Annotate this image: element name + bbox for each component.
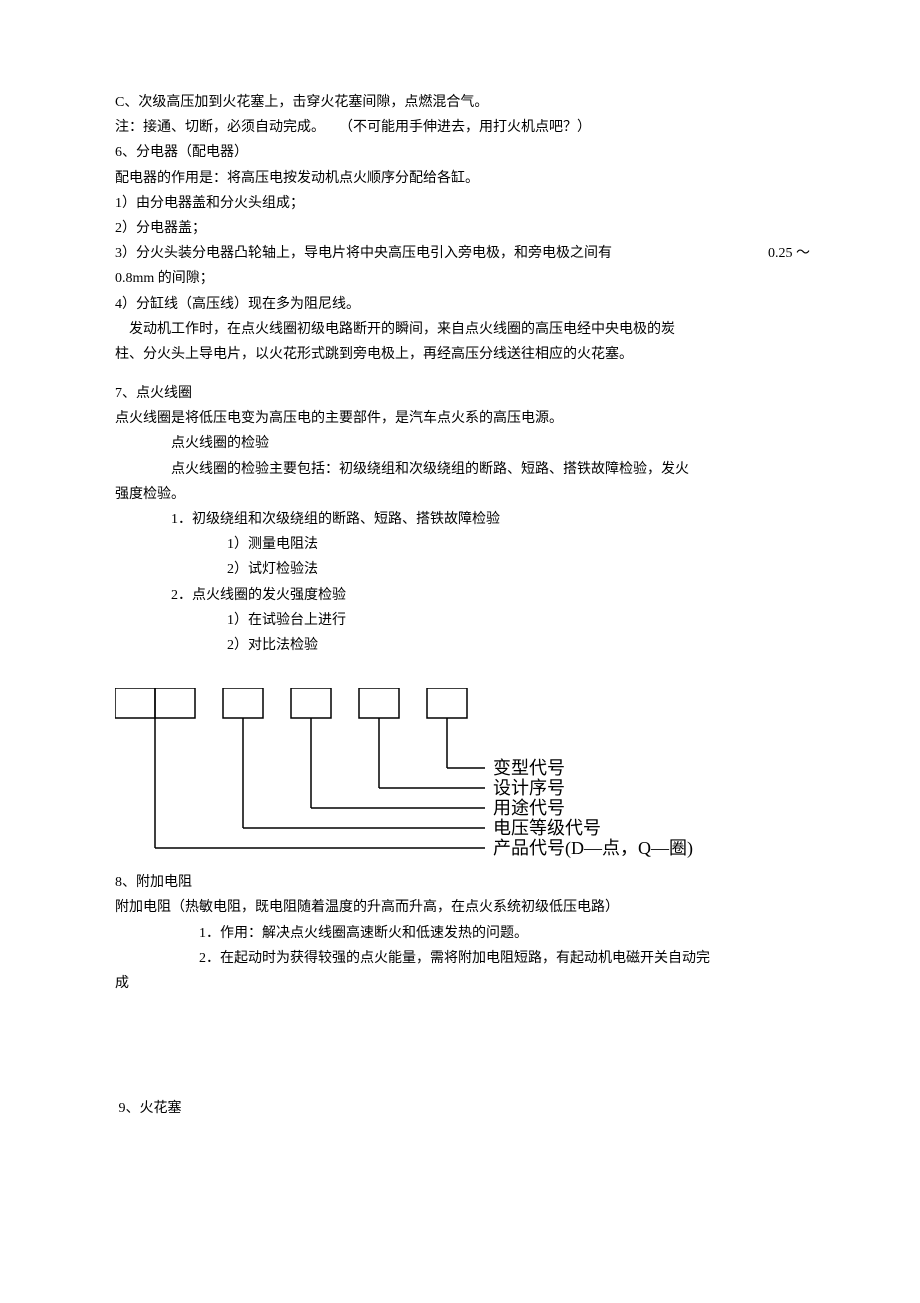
text-span: 3）分火头装分电器凸轮轴上，导电片将中央高压电引入旁电极，和旁电极之间有 bbox=[115, 241, 612, 266]
text-line: 强度检验。 bbox=[115, 482, 810, 507]
heading-6: 6、分电器（配电器） bbox=[115, 140, 810, 165]
text-line: 成 bbox=[115, 971, 810, 996]
page: C、次级高压加到火花塞上，击穿火花塞间隙，点燃混合气。 注：接通、切断，必须自动… bbox=[0, 0, 920, 1171]
text-line: 点火线圈的检验 bbox=[115, 431, 810, 456]
list-item: 2）试灯检验法 bbox=[115, 557, 810, 582]
text-line: 发动机工作时，在点火线圈初级电路断开的瞬间，来自点火线圈的高压电经中央电极的炭 bbox=[115, 317, 810, 342]
text-span-right: 0.25 ～ bbox=[768, 241, 810, 266]
text-line: 0.8mm 的间隙； bbox=[115, 266, 810, 291]
list-item: 2．点火线圈的发火强度检验 bbox=[115, 583, 810, 608]
text-line: 点火线圈是将低压电变为高压电的主要部件，是汽车点火系的高压电源。 bbox=[115, 406, 810, 431]
heading-7: 7、点火线圈 bbox=[115, 381, 810, 406]
diagram-label: 用途代号 bbox=[493, 798, 565, 818]
text-line: 配电器的作用是：将高压电按发动机点火顺序分配给各缸。 bbox=[115, 166, 810, 191]
diagram-label: 变型代号 bbox=[493, 758, 565, 778]
list-item: 1）在试验台上进行 bbox=[115, 608, 810, 633]
text-line: 柱、分火头上导电片，以火花形式跳到旁电极上，再经高压分线送往相应的火花塞。 bbox=[115, 342, 810, 367]
text-line: 点火线圈的检验主要包括：初级绕组和次级绕组的断路、短路、搭铁故障检验，发火 bbox=[115, 457, 810, 482]
list-item: 1．初级绕组和次级绕组的断路、短路、搭铁故障检验 bbox=[115, 507, 810, 532]
diagram-label: 产品代号(D—点，Q—圈) bbox=[493, 838, 693, 858]
list-item: 2）对比法检验 bbox=[115, 633, 810, 658]
diagram-label: 电压等级代号 bbox=[493, 818, 601, 838]
list-item: 1．作用：解决点火线圈高速断火和低速发热的问题。 bbox=[115, 921, 810, 946]
code-diagram: 变型代号 设计序号 用途代号 电压等级代号 产品代号(D—点，Q—圈) bbox=[115, 688, 810, 858]
text-line: 3）分火头装分电器凸轮轴上，导电片将中央高压电引入旁电极，和旁电极之间有 0.2… bbox=[115, 241, 810, 266]
list-item: 2．在起动时为获得较强的点火能量，需将附加电阻短路，有起动机电磁开关自动完 bbox=[115, 946, 810, 971]
diagram-label: 设计序号 bbox=[493, 778, 565, 798]
text-line: C、次级高压加到火花塞上，击穿火花塞间隙，点燃混合气。 bbox=[115, 90, 810, 115]
text-line: 注：接通、切断，必须自动完成。 （不可能用手伸进去，用打火机点吧？） bbox=[115, 115, 810, 140]
text-line: 2）分电器盖； bbox=[115, 216, 810, 241]
heading-8: 8、附加电阻 bbox=[115, 870, 810, 895]
text-line: 4）分缸线（高压线）现在多为阻尼线。 bbox=[115, 292, 810, 317]
text-line: 附加电阻（热敏电阻，既电阻随着温度的升高而升高，在点火系统初级低压电路） bbox=[115, 895, 810, 920]
text-line: 1）由分电器盖和分火头组成； bbox=[115, 191, 810, 216]
list-item: 1）测量电阻法 bbox=[115, 532, 810, 557]
heading-9: 9、火花塞 bbox=[115, 1096, 810, 1121]
